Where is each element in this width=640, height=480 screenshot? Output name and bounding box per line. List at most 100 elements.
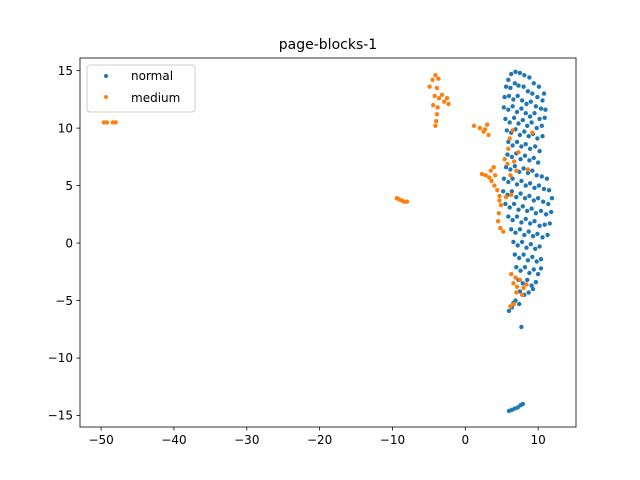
data-point-normal	[501, 176, 507, 181]
y-tick-label: 10	[58, 121, 73, 135]
y-tick-label: −15	[48, 409, 73, 423]
data-point-normal	[509, 227, 514, 232]
data-point-normal	[509, 154, 515, 160]
data-point-normal	[520, 281, 525, 286]
data-point-medium	[431, 102, 436, 108]
data-point-medium	[511, 281, 516, 286]
x-tick-label: −20	[307, 433, 332, 447]
data-point-normal	[540, 134, 545, 139]
data-point-normal	[534, 173, 539, 178]
data-point-normal	[501, 189, 506, 194]
legend-label-medium: medium	[131, 91, 180, 105]
data-point-medium	[507, 136, 512, 141]
data-point-medium	[530, 130, 535, 135]
data-point-normal	[537, 148, 542, 154]
data-point-normal	[517, 301, 522, 307]
y-tick-label: −5	[55, 294, 73, 308]
data-point-medium	[477, 125, 483, 131]
data-point-normal	[531, 198, 536, 203]
data-point-medium	[471, 123, 477, 128]
data-point-normal	[530, 168, 535, 173]
chart-title: page-blocks-1	[279, 37, 377, 53]
data-point-normal	[519, 220, 524, 225]
data-point-normal	[508, 167, 513, 172]
data-point-medium	[492, 183, 497, 188]
data-point-normal	[537, 244, 542, 249]
data-point-normal	[532, 111, 537, 116]
data-point-normal	[506, 139, 511, 145]
data-point-normal	[525, 277, 530, 283]
data-point-normal	[518, 191, 523, 196]
data-point-normal	[511, 115, 517, 121]
data-point-normal	[531, 155, 536, 161]
data-point-medium	[506, 146, 511, 151]
data-point-medium	[514, 168, 519, 173]
data-point-normal	[538, 266, 544, 271]
data-point-medium	[488, 168, 493, 173]
points-layer	[101, 69, 555, 414]
data-point-normal	[538, 208, 544, 214]
data-point-normal	[526, 290, 531, 295]
data-point-normal	[520, 117, 525, 123]
data-point-normal	[514, 109, 520, 115]
data-point-normal	[535, 94, 540, 100]
data-point-normal	[533, 104, 539, 109]
data-point-normal	[509, 189, 515, 194]
data-point-medium	[482, 127, 488, 132]
data-point-medium	[511, 301, 517, 307]
legend-marker-medium	[104, 95, 108, 99]
data-point-normal	[514, 194, 519, 200]
data-point-medium	[516, 150, 521, 155]
data-point-medium	[525, 167, 531, 172]
data-point-normal	[542, 222, 547, 227]
plot-area-background	[80, 58, 576, 427]
data-point-normal	[522, 129, 527, 134]
data-point-normal	[510, 217, 515, 223]
data-point-normal	[526, 229, 531, 234]
data-point-normal	[518, 157, 523, 162]
data-point-medium	[524, 282, 529, 287]
data-point-normal	[543, 107, 548, 112]
data-point-normal	[518, 268, 523, 273]
data-point-medium	[427, 84, 432, 89]
data-point-normal	[544, 176, 550, 181]
data-point-normal	[532, 219, 537, 224]
data-point-normal	[511, 201, 517, 207]
data-point-normal	[506, 179, 511, 185]
data-point-normal	[516, 83, 521, 88]
data-point-medium	[521, 285, 526, 291]
data-point-normal	[523, 111, 528, 116]
data-point-normal	[527, 158, 532, 163]
data-point-normal	[510, 104, 515, 109]
data-point-normal	[549, 196, 555, 201]
data-point-normal	[510, 176, 515, 181]
data-point-medium	[509, 192, 514, 197]
data-point-medium	[434, 85, 440, 91]
data-point-normal	[527, 114, 533, 119]
data-point-medium	[434, 112, 440, 117]
data-point-normal	[531, 267, 536, 272]
data-point-normal	[538, 257, 544, 262]
data-point-normal	[522, 196, 528, 201]
data-point-medium	[517, 277, 523, 283]
data-point-normal	[540, 98, 545, 103]
data-point-normal	[506, 107, 511, 112]
data-point-medium	[487, 175, 492, 180]
data-point-medium	[486, 132, 491, 138]
data-point-medium	[444, 96, 450, 101]
data-point-normal	[511, 97, 516, 102]
data-point-normal	[529, 283, 534, 288]
data-point-normal	[506, 93, 512, 99]
data-point-normal	[527, 193, 532, 199]
data-point-normal	[541, 91, 547, 96]
data-point-medium	[433, 123, 438, 128]
series-normal	[501, 69, 555, 414]
data-point-normal	[533, 246, 538, 251]
data-point-medium	[508, 173, 513, 178]
data-point-normal	[524, 101, 529, 107]
data-point-medium	[495, 219, 501, 224]
data-point-normal	[517, 132, 523, 138]
data-point-normal	[515, 243, 520, 248]
data-point-medium	[489, 178, 494, 184]
legend-label-normal: normal	[131, 69, 173, 83]
